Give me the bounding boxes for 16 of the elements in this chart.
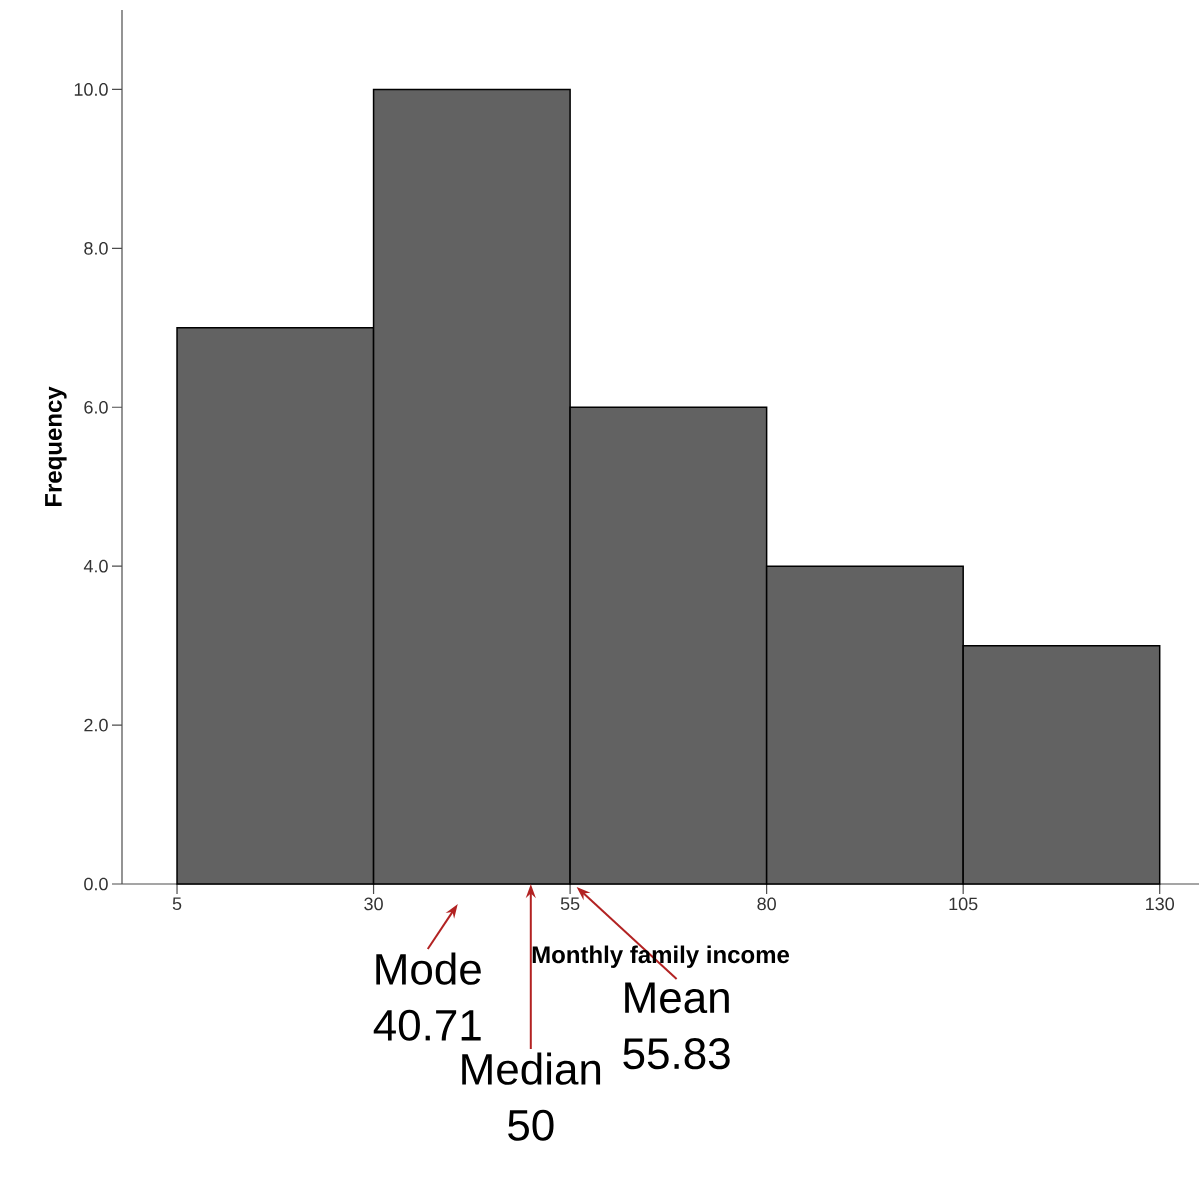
x-tick-label: 55: [560, 897, 580, 911]
annotation: Median 50: [462, 1052, 601, 1141]
x-tick-label: 130: [1146, 897, 1175, 911]
y-tick-label: 2.0: [84, 718, 108, 732]
y-axis-title: Frequency: [45, 386, 67, 507]
x-tick-label: 105: [949, 897, 978, 911]
x-tick-label: 5: [172, 897, 182, 911]
annotation: Mean 55.83: [623, 982, 730, 1070]
y-tick-label: 4.0: [83, 559, 108, 573]
x-tick-label: 30: [364, 897, 383, 911]
y-tick-label: 6.0: [84, 400, 108, 414]
y-tick-label: 8.0: [84, 241, 108, 255]
y-tick-label: 0.0: [84, 877, 108, 891]
x-tick-label: 80: [757, 897, 776, 911]
annotation: Mode 40.71: [373, 952, 481, 1041]
y-tick-label: 10.0: [74, 83, 108, 96]
